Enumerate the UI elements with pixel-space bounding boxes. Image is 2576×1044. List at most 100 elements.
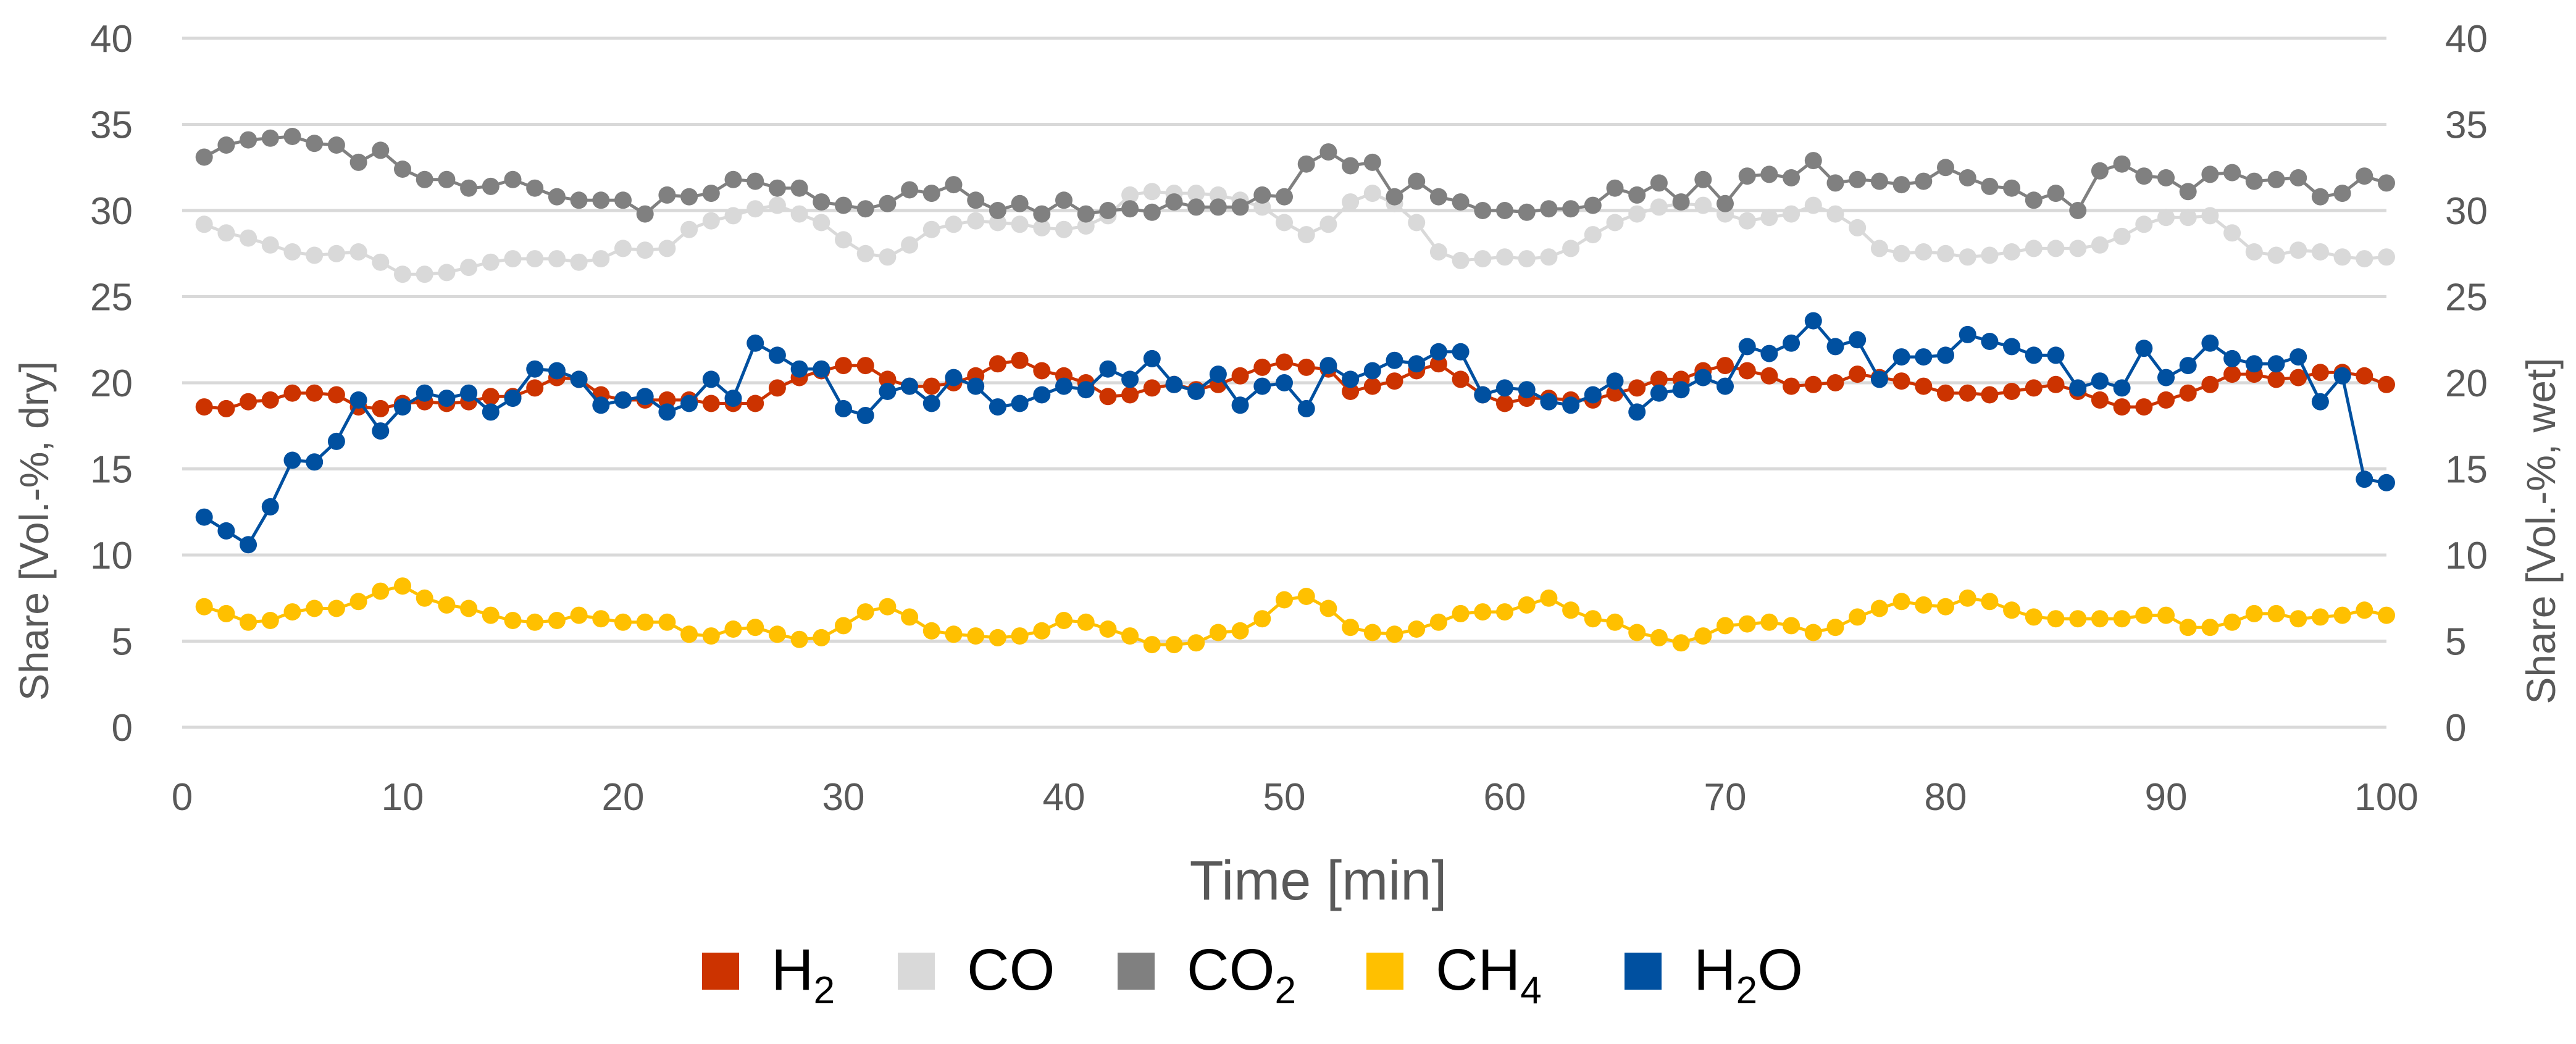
point-CH4-53 — [1342, 619, 1360, 637]
point-CO2-54 — [1363, 153, 1381, 171]
point-CO2-58 — [1452, 193, 1470, 211]
x-tick-90: 90 — [2145, 776, 2188, 819]
point-H2-48 — [1231, 367, 1249, 385]
point-H2O-40 — [1055, 377, 1073, 395]
point-CH4-28 — [790, 630, 808, 648]
x-tick-70: 70 — [1704, 776, 1747, 819]
point-CO2-68 — [1672, 193, 1690, 211]
point-H2O-43 — [1121, 370, 1139, 388]
point-CO-95 — [2267, 246, 2285, 264]
point-CO-22 — [658, 240, 676, 257]
legend-swatch-H2 — [702, 953, 739, 990]
legend-item-CO2: CO2 — [1118, 937, 1296, 1012]
point-H2-44 — [1143, 379, 1161, 397]
point-CO2-22 — [658, 186, 676, 204]
point-CO2-33 — [901, 181, 919, 199]
point-H2O-94 — [2245, 355, 2263, 373]
point-CO-69 — [1694, 196, 1712, 214]
point-CO-71 — [1738, 212, 1756, 230]
point-CO2-31 — [856, 200, 874, 218]
point-CO-82 — [1981, 246, 1999, 264]
point-CO2-70 — [1717, 194, 1734, 212]
point-CO-25 — [724, 207, 742, 225]
point-CO2-29 — [813, 193, 830, 211]
point-H2-78 — [1892, 372, 1910, 390]
point-CO2-67 — [1650, 174, 1668, 192]
y-tick-right-35: 35 — [2445, 104, 2488, 147]
point-CO-38 — [1011, 215, 1029, 233]
point-CO2-63 — [1562, 200, 1580, 218]
point-CO-13 — [460, 259, 478, 277]
point-CO-85 — [2047, 240, 2065, 257]
point-CH4-86 — [2069, 610, 2087, 628]
point-H2-9 — [372, 399, 390, 417]
point-CH4-56 — [1408, 620, 1426, 638]
point-CH4-81 — [1959, 589, 1976, 607]
point-H2-82 — [1981, 386, 1999, 404]
point-H2O-54 — [1363, 362, 1381, 380]
point-H2-2 — [217, 399, 235, 417]
point-CO2-89 — [2135, 167, 2153, 185]
point-CH4-42 — [1099, 620, 1117, 638]
point-H2O-44 — [1143, 349, 1161, 367]
point-CO-46 — [1187, 185, 1205, 203]
point-CO-72 — [1760, 209, 1778, 227]
point-CO-78 — [1892, 244, 1910, 262]
point-H2-89 — [2135, 398, 2153, 416]
point-CH4-22 — [658, 613, 676, 631]
point-CO-31 — [856, 244, 874, 262]
point-H2-84 — [2025, 379, 2043, 397]
point-H2O-98 — [2333, 367, 2351, 385]
point-CH4-71 — [1738, 615, 1756, 633]
point-CH4-70 — [1717, 617, 1734, 635]
point-CO2-94 — [2245, 172, 2263, 190]
point-CO-97 — [2311, 243, 2329, 261]
point-CO-7 — [327, 244, 345, 262]
point-CH4-34 — [922, 622, 940, 640]
point-H2-27 — [768, 379, 786, 397]
point-H2O-60 — [1496, 379, 1513, 397]
point-CO2-9 — [372, 141, 390, 159]
legend-item-CO: CO — [898, 937, 1055, 1003]
point-CO-60 — [1496, 248, 1513, 266]
point-CO2-56 — [1408, 172, 1426, 190]
point-CO-54 — [1363, 185, 1381, 203]
point-CH4-49 — [1253, 610, 1271, 628]
point-CH4-6 — [306, 599, 324, 617]
point-H2O-49 — [1253, 377, 1271, 395]
point-H2O-81 — [1959, 325, 1976, 343]
point-H2-55 — [1386, 372, 1403, 390]
point-CO-65 — [1606, 214, 1624, 232]
point-CH4-62 — [1540, 589, 1558, 607]
point-H2O-50 — [1276, 374, 1293, 391]
point-CO2-74 — [1804, 152, 1822, 170]
legend: H2 CO CO2 CH4 H2O — [702, 937, 1803, 1012]
point-CH4-92 — [2201, 619, 2219, 637]
y-tick-right-5: 5 — [2445, 621, 2466, 664]
point-H2O-30 — [835, 399, 852, 417]
point-H2-26 — [746, 395, 764, 412]
y-tick-right-20: 20 — [2445, 362, 2488, 405]
point-CO2-95 — [2267, 170, 2285, 188]
point-CH4-27 — [768, 625, 786, 643]
point-CH4-73 — [1783, 617, 1800, 635]
point-CO-73 — [1783, 205, 1800, 223]
point-CO2-39 — [1033, 205, 1051, 223]
point-CH4-55 — [1386, 625, 1403, 643]
point-CO2-35 — [945, 176, 963, 194]
point-CO2-80 — [1937, 159, 1954, 177]
point-H2-97 — [2311, 364, 2329, 382]
point-CH4-74 — [1804, 624, 1822, 641]
point-CH4-54 — [1363, 624, 1381, 641]
point-CH4-38 — [1011, 627, 1029, 645]
point-H2O-20 — [614, 391, 632, 409]
point-CO-49 — [1253, 198, 1271, 216]
point-H2-14 — [482, 388, 500, 406]
point-CO2-5 — [283, 128, 301, 145]
point-CH4-36 — [967, 627, 985, 645]
point-CO-21 — [636, 241, 654, 259]
point-H2O-31 — [856, 407, 874, 424]
point-CO2-92 — [2201, 165, 2219, 183]
y-tick-right-15: 15 — [2445, 449, 2488, 491]
